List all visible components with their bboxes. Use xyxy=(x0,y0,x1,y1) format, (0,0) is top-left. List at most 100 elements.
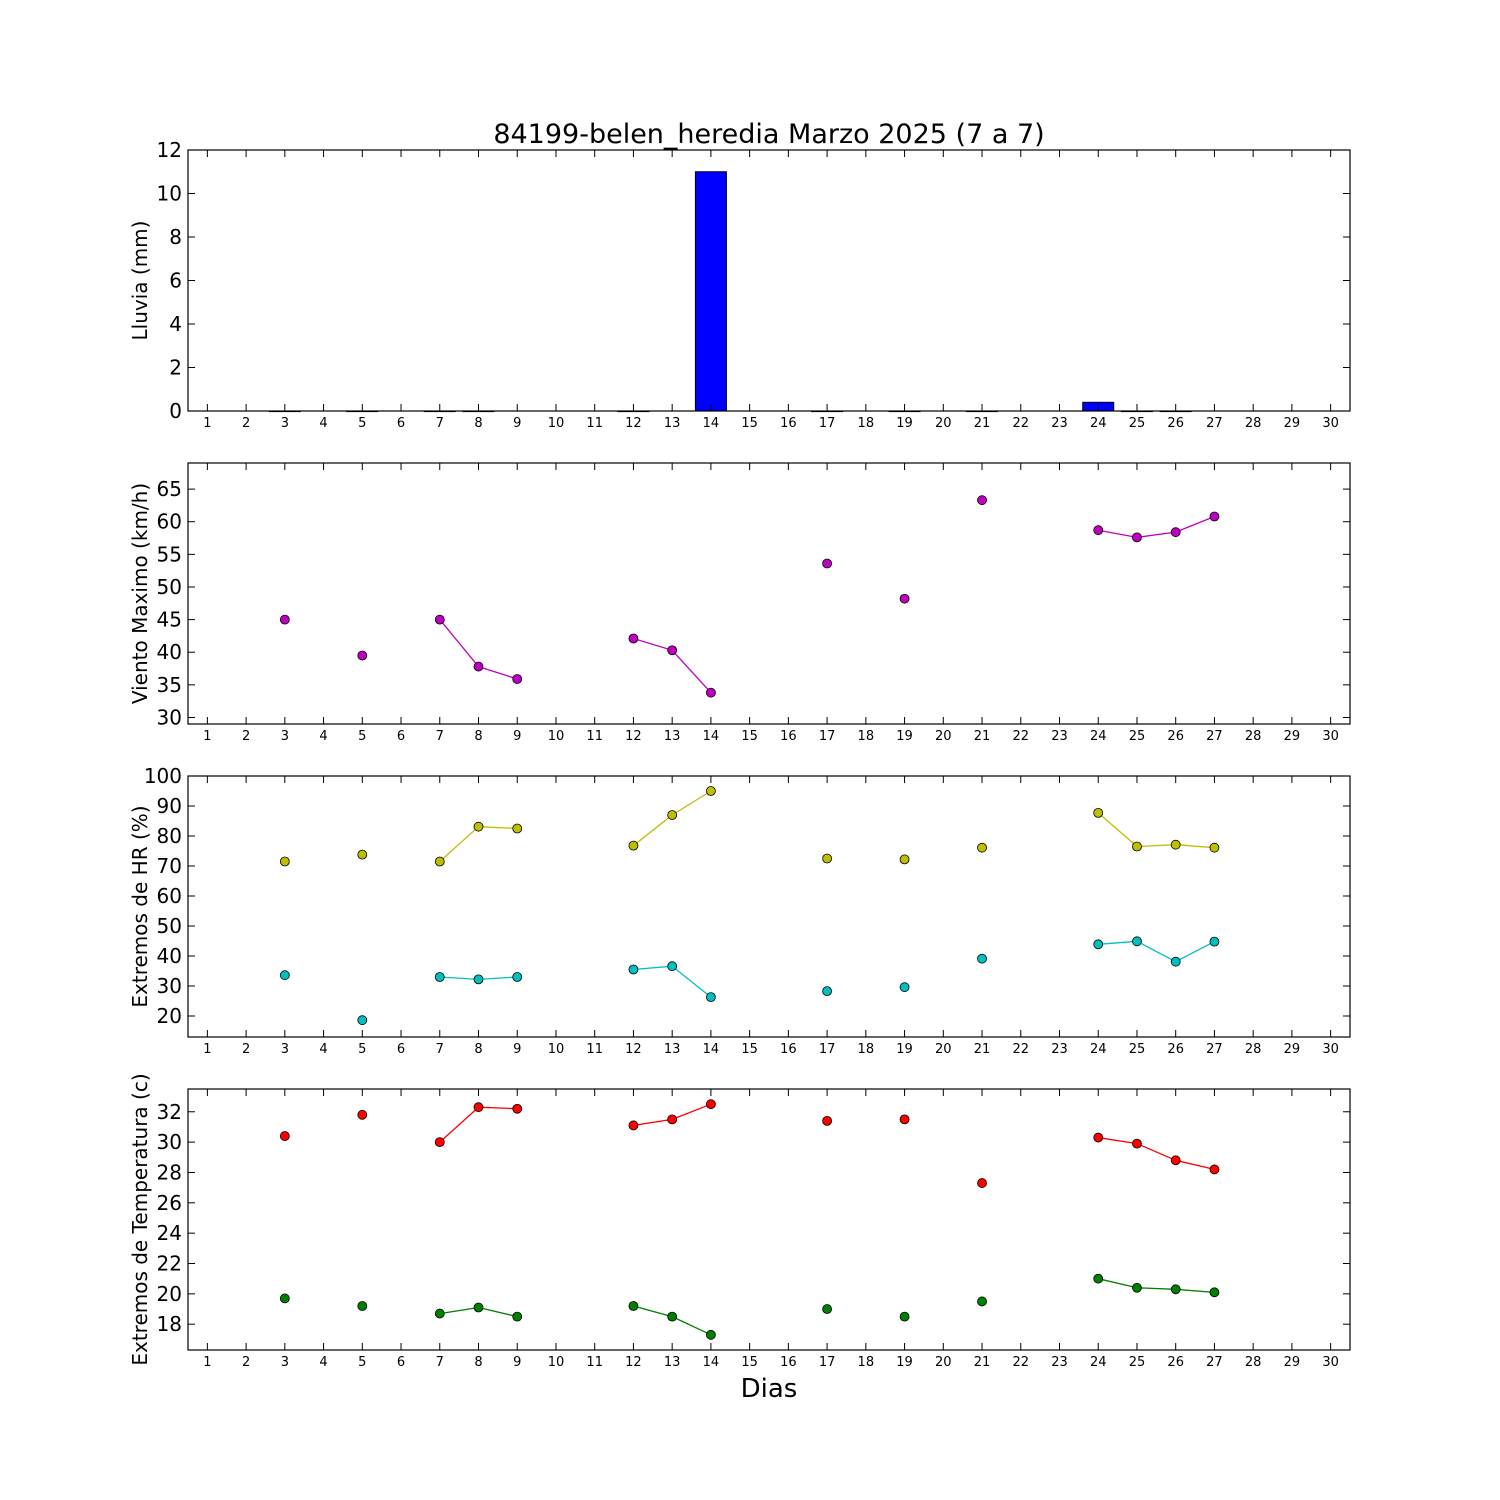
temperature-x-tick-label: 22 xyxy=(1012,1355,1029,1370)
x-axis-label: Dias xyxy=(741,1374,798,1404)
wind-y-tick-label: 60 xyxy=(157,510,182,534)
rain-axes-frame xyxy=(187,149,1351,412)
humidity-series-0-point-day-26 xyxy=(1170,839,1181,850)
wind-x-tick-label: 23 xyxy=(1051,729,1068,744)
temperature-y-tick-label: 20 xyxy=(157,1282,182,1306)
humidity-series-1-point-day-7 xyxy=(434,972,445,982)
humidity-y-axis-label: Extremos de HR (%) xyxy=(128,805,152,1007)
temperature-series-1-segment xyxy=(1136,1287,1176,1290)
rain-y-tick-label: 6 xyxy=(169,269,182,293)
temperature-series-0-segment xyxy=(439,1106,479,1143)
temperature-series-0-point-day-21 xyxy=(977,1178,987,1188)
wind-series-0-segment xyxy=(633,637,673,651)
rain-x-tick-label: 7 xyxy=(436,416,444,431)
humidity-series-0-point-day-27 xyxy=(1209,842,1220,853)
wind-x-tick-label: 2 xyxy=(242,729,250,744)
wind-series-0-point-day-19 xyxy=(899,593,910,604)
rain-x-tick-label: 30 xyxy=(1322,416,1339,431)
wind-series-0-point-day-12 xyxy=(628,633,639,644)
humidity-series-1-segment xyxy=(1136,940,1177,963)
temperature-series-0-point-day-9 xyxy=(512,1103,523,1114)
humidity-x-tick-label: 14 xyxy=(703,1042,720,1057)
temperature-x-tick-label: 7 xyxy=(436,1355,444,1370)
temperature-x-tick-label: 29 xyxy=(1284,1355,1301,1370)
humidity-series-0-point-day-3 xyxy=(279,856,290,867)
wind-series-0-point-day-24 xyxy=(1093,525,1104,536)
humidity-series-0-point-day-13 xyxy=(667,810,678,820)
humidity-series-1-point-day-25 xyxy=(1132,936,1142,947)
humidity-x-tick-label: 2 xyxy=(242,1042,250,1057)
humidity-series-1-point-day-17 xyxy=(822,986,832,996)
wind-y-tick-label: 50 xyxy=(157,575,182,599)
wind-axes-frame xyxy=(187,462,1351,725)
rain-x-tick-label: 22 xyxy=(1012,416,1029,431)
temperature-x-tick-label: 15 xyxy=(741,1355,758,1370)
temperature-series-1-segment xyxy=(1098,1278,1138,1289)
wind-series-0-segment xyxy=(1136,531,1176,539)
temperature-series-1-point-day-9 xyxy=(512,1311,523,1322)
wind-x-tick-label: 13 xyxy=(664,729,681,744)
rain-y-tick-label: 8 xyxy=(169,225,182,249)
temperature-series-0-point-day-13 xyxy=(667,1114,678,1125)
temperature-series-0-point-day-14 xyxy=(706,1099,716,1110)
rain-x-tick-label: 20 xyxy=(935,416,952,431)
rain-y-tick-label: 4 xyxy=(169,312,182,336)
temperature-series-1-point-day-27 xyxy=(1209,1287,1220,1298)
humidity-series-1-point-day-19 xyxy=(899,982,910,993)
temperature-series-0-point-day-17 xyxy=(822,1115,832,1126)
wind-x-tick-label: 26 xyxy=(1167,729,1184,744)
wind-x-tick-label: 3 xyxy=(281,729,289,744)
rain-x-tick-label: 23 xyxy=(1051,416,1068,431)
humidity-x-tick-label: 26 xyxy=(1167,1042,1184,1057)
temperature-series-1-point-day-8 xyxy=(473,1302,484,1313)
wind-x-tick-label: 30 xyxy=(1322,729,1339,744)
humidity-x-tick-label: 17 xyxy=(819,1042,836,1057)
humidity-series-0-point-day-9 xyxy=(512,823,523,834)
humidity-y-tick-label: 70 xyxy=(157,854,182,878)
humidity-series-0-point-day-17 xyxy=(822,853,832,864)
humidity-series-1-segment xyxy=(1175,941,1215,963)
temperature-y-tick-label: 28 xyxy=(157,1160,182,1184)
temperature-series-0-point-day-24 xyxy=(1093,1132,1104,1143)
humidity-series-1-segment xyxy=(439,976,479,981)
humidity-series-0-segment xyxy=(633,814,673,847)
temperature-x-tick-label: 20 xyxy=(935,1355,952,1370)
temperature-y-tick-label: 22 xyxy=(157,1252,182,1276)
humidity-x-tick-label: 30 xyxy=(1322,1042,1339,1057)
wind-x-tick-label: 14 xyxy=(703,729,720,744)
humidity-x-tick-label: 21 xyxy=(974,1042,991,1057)
temperature-x-tick-label: 4 xyxy=(319,1355,327,1370)
temperature-x-tick-label: 2 xyxy=(242,1355,250,1370)
temperature-x-tick-label: 1 xyxy=(203,1355,211,1370)
rain-x-tick-label: 8 xyxy=(474,416,482,431)
wind-x-tick-label: 29 xyxy=(1284,729,1301,744)
humidity-series-1-point-day-27 xyxy=(1209,936,1220,947)
wind-x-tick-label: 16 xyxy=(780,729,797,744)
wind-x-tick-label: 25 xyxy=(1129,729,1146,744)
rain-x-tick-label: 10 xyxy=(548,416,565,431)
humidity-x-tick-label: 9 xyxy=(513,1042,521,1057)
wind-x-tick-label: 1 xyxy=(203,729,211,744)
humidity-series-1-point-day-26 xyxy=(1170,956,1181,967)
temperature-series-1-point-day-26 xyxy=(1170,1284,1181,1295)
humidity-series-0-point-day-25 xyxy=(1132,841,1142,852)
wind-series-0-segment xyxy=(439,619,480,667)
temperature-y-axis-label: Extremos de Temperatura (c) xyxy=(128,1073,152,1365)
humidity-series-0-segment xyxy=(439,826,479,862)
temperature-y-tick-label: 24 xyxy=(157,1221,182,1245)
humidity-series-1-point-day-24 xyxy=(1093,939,1104,950)
humidity-x-tick-label: 16 xyxy=(780,1042,797,1057)
rain-y-tick-label: 2 xyxy=(169,356,182,380)
temperature-x-tick-label: 24 xyxy=(1090,1355,1107,1370)
temperature-series-0-segment xyxy=(633,1118,673,1127)
humidity-x-tick-label: 11 xyxy=(586,1042,603,1057)
temperature-series-1-point-day-17 xyxy=(822,1304,832,1314)
humidity-series-1-point-day-3 xyxy=(279,970,290,981)
rain-x-tick-label: 5 xyxy=(358,416,366,431)
humidity-series-0-point-day-19 xyxy=(899,854,910,865)
rain-bar-day-14 xyxy=(694,171,727,412)
wind-x-tick-label: 4 xyxy=(319,729,327,744)
humidity-y-tick-label: 50 xyxy=(157,914,182,938)
temperature-x-tick-label: 18 xyxy=(858,1355,875,1370)
